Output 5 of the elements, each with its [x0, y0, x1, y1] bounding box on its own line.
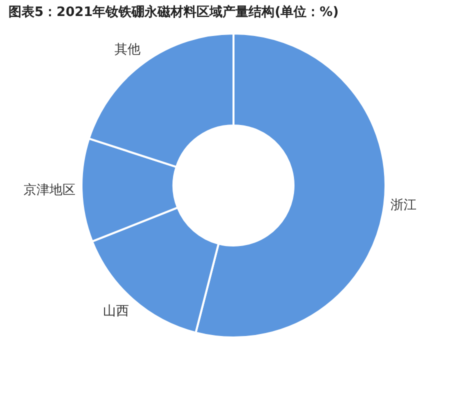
slice-label: 山西 [103, 304, 130, 320]
slice-label: 浙江 [390, 198, 416, 213]
slice-label: 京津地区 [24, 182, 76, 198]
chart-title: 图表5：2021年钕铁硼永磁材料区域产量结构(单位：%) [8, 4, 339, 20]
slice-label: 其他 [114, 42, 141, 58]
